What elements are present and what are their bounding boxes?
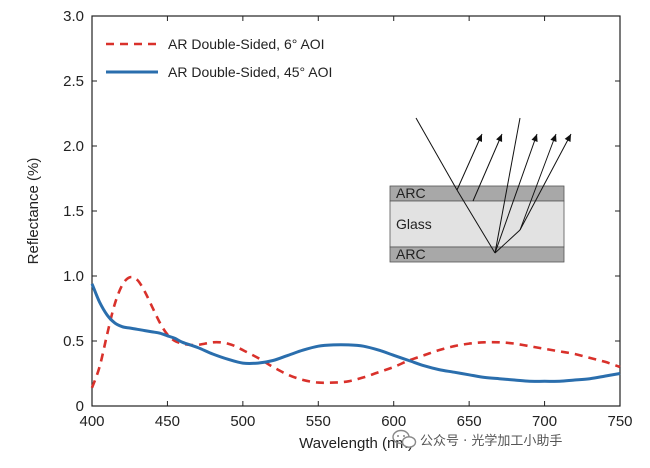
y-tick-label: 0.5: [63, 333, 84, 350]
ray-arrowhead: [496, 134, 503, 142]
arc-layer-bottom: [389, 246, 565, 263]
y-tick-label: 1.0: [63, 268, 84, 285]
ray-arrowhead: [476, 134, 482, 142]
x-tick-label: 400: [79, 413, 104, 430]
axis-ticks: 400 450 500 550 600 650 700 750 0 0.5 1.0 1.5 2.0 2.5…: [63, 8, 632, 430]
x-tick-label: 700: [532, 413, 557, 430]
x-tick-label: 550: [306, 413, 331, 430]
y-tick-label: 0: [76, 398, 84, 415]
x-tick-label: 450: [155, 413, 180, 430]
wechat-icon: [392, 429, 417, 448]
watermark: 公众号 · 光学加工小助手: [392, 429, 562, 449]
series-line-0: [90, 275, 621, 389]
series-group: [90, 275, 621, 389]
legend-label-45deg: AR Double-Sided, 45° AOI: [168, 64, 332, 80]
glass-label: Glass: [396, 216, 432, 232]
ray-segment: [456, 189, 496, 254]
ray-arrowhead: [531, 134, 538, 142]
ray-segment: [519, 133, 557, 231]
ray-segment: [494, 229, 521, 254]
arc-top-label: ARC: [396, 185, 426, 201]
ray-segment: [519, 133, 572, 231]
y-axis-title: Reflectance (%): [25, 158, 42, 265]
ray-segment: [472, 133, 503, 202]
x-tick-label: 600: [381, 413, 406, 430]
watermark-text: 公众号 · 光学加工小助手: [420, 433, 562, 449]
legend-label-6deg: AR Double-Sided, 6° AOI: [168, 36, 325, 52]
arc-bottom-label: ARC: [396, 246, 426, 262]
y-tick-label: 2.0: [63, 138, 84, 155]
ray-arrowhead: [564, 134, 571, 142]
x-axis-title: Wavelength (nm): [299, 435, 413, 452]
ray-arrowhead: [550, 134, 557, 142]
legend: AR Double-Sided, 6° AOI AR Double-Sided,…: [106, 36, 332, 80]
y-tick-label: 3.0: [63, 8, 84, 25]
coating-diagram: ARC Glass ARC: [389, 117, 572, 263]
ray-segment: [415, 117, 458, 191]
ray-segment: [494, 133, 538, 254]
series-line-1: [90, 283, 621, 383]
x-tick-label: 500: [230, 413, 255, 430]
x-tick-label: 750: [607, 413, 632, 430]
light-rays: [415, 117, 572, 254]
y-tick-label: 2.5: [63, 73, 84, 90]
x-tick-label: 650: [457, 413, 482, 430]
ray-segment: [456, 133, 483, 191]
ray-segment: [494, 117, 521, 254]
y-tick-label: 1.5: [63, 203, 84, 220]
